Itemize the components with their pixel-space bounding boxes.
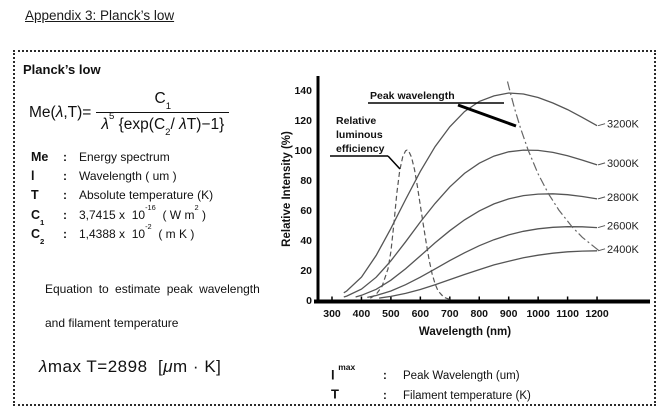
svg-text:2800K: 2800K bbox=[607, 192, 639, 204]
legend-desc-peak-wavelength: Peak Wavelength (um) bbox=[403, 370, 520, 383]
legend-desc-filament-temperature: Filament temperature (K) bbox=[403, 389, 531, 402]
svg-text:1000: 1000 bbox=[526, 308, 550, 320]
planck-chart: 300 400 500 600 700 800 900 1000 1100 1200 0 20 40 60… bbox=[281, 76, 650, 338]
svg-text:Wavelength (nm): Wavelength (nm) bbox=[419, 326, 511, 338]
equation-fraction: C1 λ5 {exp(C2/ λT)−1} bbox=[96, 90, 230, 138]
svg-text:Peak wavelength: Peak wavelength bbox=[370, 90, 455, 102]
definition-row-wavelength: l : Wavelength ( um ) bbox=[31, 169, 177, 183]
equation-lhs: Me(λ,T)= bbox=[29, 104, 92, 122]
svg-text:Relative Intensity (%): Relative Intensity (%) bbox=[281, 131, 293, 247]
svg-text:300: 300 bbox=[323, 308, 341, 320]
svg-text:600: 600 bbox=[412, 308, 430, 320]
definitions-list: Me : Energy spectrum l : Wavelength ( um… bbox=[31, 150, 281, 246]
svg-text:2600K: 2600K bbox=[607, 221, 639, 233]
svg-text:20: 20 bbox=[300, 265, 312, 277]
svg-text:1100: 1100 bbox=[556, 308, 579, 320]
svg-text:3200K: 3200K bbox=[607, 119, 639, 131]
svg-text:efficiency: efficiency bbox=[336, 143, 385, 155]
legend-symbol-t: T bbox=[331, 386, 339, 402]
svg-text:100: 100 bbox=[294, 145, 312, 157]
svg-text:700: 700 bbox=[441, 308, 459, 320]
fraction-denominator: λ5 {exp(C2/ λT)−1} bbox=[96, 111, 230, 138]
planck-panel: Planck’s low Me(λ,T)= C1 λ5 {exp(C2/ λT)… bbox=[13, 50, 656, 406]
svg-text:3000K: 3000K bbox=[607, 158, 639, 170]
svg-text:60: 60 bbox=[300, 205, 312, 217]
fraction-numerator: C1 bbox=[154, 90, 172, 113]
svg-text:1200: 1200 bbox=[585, 308, 609, 320]
note-line-2: and filament temperature bbox=[45, 316, 179, 330]
svg-text:500: 500 bbox=[382, 308, 400, 320]
legend-symbol-lmax: l max bbox=[331, 362, 356, 383]
chart-legend: l max : Peak Wavelength (um) T : Filamen… bbox=[331, 362, 531, 402]
svg-text:0: 0 bbox=[306, 295, 312, 307]
svg-text:400: 400 bbox=[353, 308, 371, 320]
lambda-max-formula: λmax T=2898 [μm · K] bbox=[39, 357, 222, 376]
svg-text:80: 80 bbox=[300, 175, 312, 187]
definition-row-c1: C1 : 3,7415 x 10-16 ( W m2 ) bbox=[31, 203, 206, 227]
svg-text:Relative: Relative bbox=[336, 115, 376, 127]
definition-row-me: Me : Energy spectrum bbox=[31, 150, 170, 164]
svg-text:140: 140 bbox=[294, 85, 312, 97]
svg-text:900: 900 bbox=[500, 308, 518, 320]
svg-text:120: 120 bbox=[294, 115, 312, 127]
svg-text:2400K: 2400K bbox=[607, 244, 639, 256]
svg-text:luminous: luminous bbox=[336, 129, 383, 141]
planck-equation: Me(λ,T)= C1 λ5 {exp(C2/ λT)−1} bbox=[29, 90, 230, 138]
definition-row-temperature: T : Absolute temperature (K) bbox=[31, 188, 214, 202]
svg-text:40: 40 bbox=[300, 235, 312, 247]
page-title: Appendix 3: Planck’s low bbox=[25, 8, 175, 23]
definition-row-c2: C2 : 1,4388 x 10-2 ( m K ) bbox=[31, 222, 195, 246]
note-line-1: Equation to estimate peak wavelength bbox=[45, 282, 260, 296]
svg-text:800: 800 bbox=[470, 308, 488, 320]
panel-heading: Planck’s low bbox=[23, 62, 101, 77]
